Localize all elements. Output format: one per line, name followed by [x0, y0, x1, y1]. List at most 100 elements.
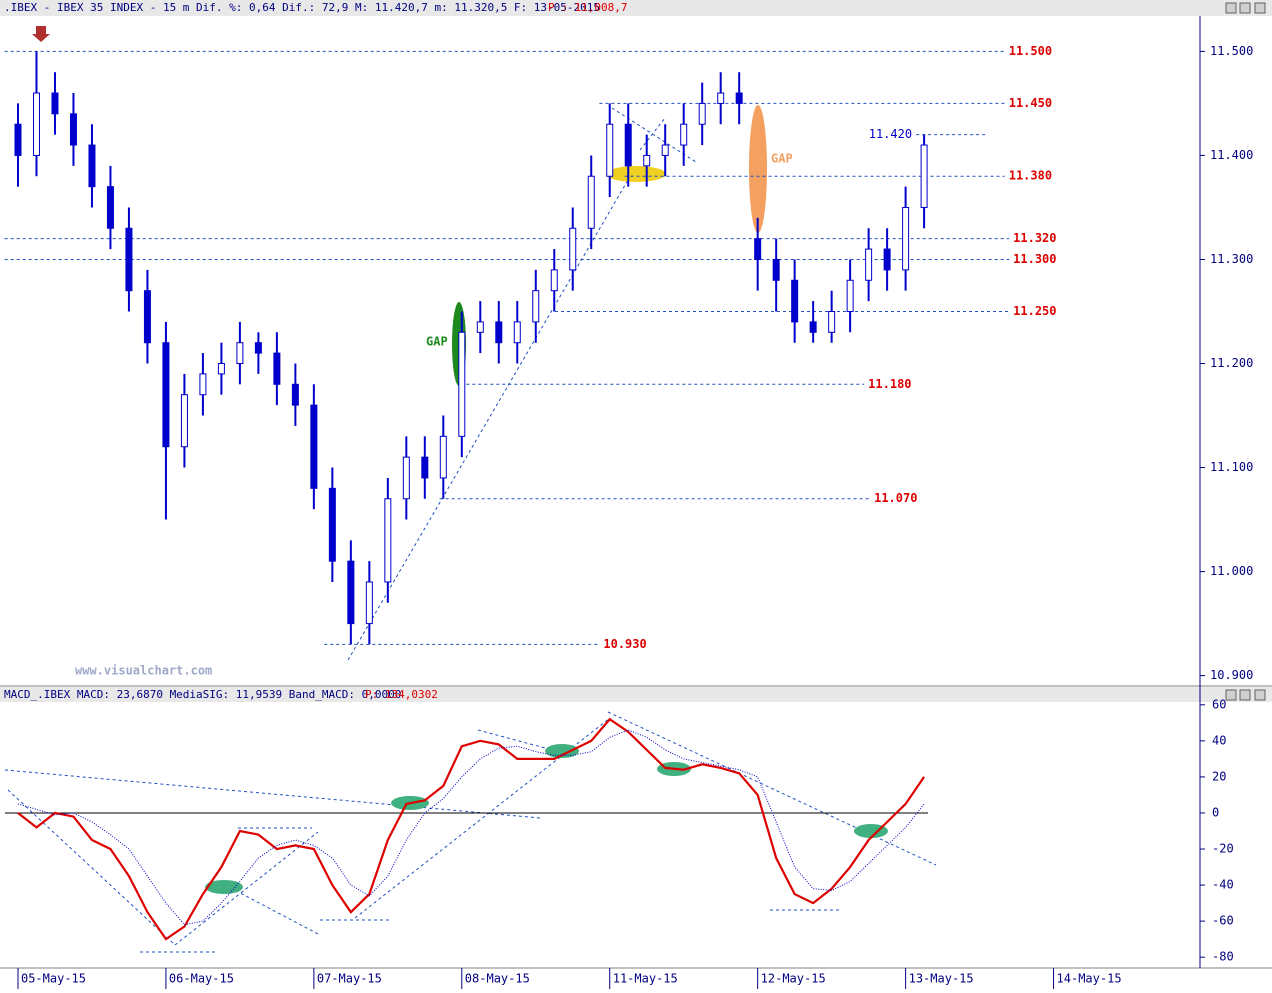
candle-body — [365, 581, 373, 625]
macd-title-bar — [0, 687, 1272, 702]
candle-body — [698, 102, 706, 125]
candle-body — [402, 456, 410, 500]
y-tick-label: 10.900 — [1210, 668, 1253, 682]
x-tick-label: 05-May-15 — [21, 972, 86, 986]
annotation: GAP — [426, 335, 448, 349]
macd-title: MACD_.IBEX MACD: 23,6870 MediaSIG: 11,95… — [4, 688, 401, 701]
candle-body — [846, 279, 854, 312]
candle-body — [51, 92, 59, 115]
gap-marker — [749, 105, 767, 233]
candle-body — [32, 92, 40, 156]
macd-subtitle: P: 134,0302 — [365, 688, 438, 701]
y-tick-label: 20 — [1212, 769, 1226, 783]
cross-marker — [545, 744, 579, 758]
candle-body — [680, 123, 688, 146]
chart-title: .IBEX - IBEX 35 INDEX - 15 m Dif. %: 0,6… — [4, 1, 600, 14]
level-marker — [606, 166, 666, 182]
candle-body — [661, 144, 669, 156]
button[interactable] — [1239, 689, 1251, 701]
level-label: 11.250 — [1013, 304, 1056, 318]
candle-body — [550, 269, 558, 292]
y-tick-label: 60 — [1212, 697, 1226, 711]
candle-body — [624, 123, 632, 167]
candle-body — [883, 248, 891, 271]
level-label: 10.930 — [603, 637, 646, 651]
candle-body — [236, 342, 244, 365]
trend-line — [611, 107, 697, 163]
level-label: 11.320 — [1013, 231, 1056, 245]
y-tick-label: 11.100 — [1210, 460, 1253, 474]
last-price-label: 11.420 — [869, 127, 912, 141]
x-tick-label: 13-May-15 — [909, 972, 974, 986]
candle-body — [310, 404, 318, 489]
candle-body — [587, 175, 595, 229]
candle-body — [69, 113, 77, 146]
button[interactable] — [1225, 689, 1237, 701]
level-label: 11.180 — [868, 377, 911, 391]
trend-line — [7, 789, 176, 946]
candle-body — [421, 456, 429, 479]
candle-body — [162, 342, 170, 448]
candle-body — [513, 321, 521, 344]
trend-lines — [4, 107, 937, 953]
trend-line — [477, 729, 561, 753]
candle-body — [217, 363, 225, 375]
y-tick-label: 11.000 — [1210, 564, 1253, 578]
candle-body — [125, 227, 133, 292]
candle-body — [754, 238, 762, 260]
candle-body — [643, 154, 651, 167]
candle-body — [14, 123, 22, 156]
candle-body — [809, 321, 817, 333]
trend-line — [607, 711, 937, 866]
y-tick-label: 11.400 — [1210, 148, 1253, 162]
candle-body — [143, 290, 151, 344]
candle-body — [476, 321, 484, 333]
trend-line — [174, 831, 319, 946]
candle-body — [347, 560, 355, 625]
candle-body — [606, 123, 614, 177]
button[interactable] — [1239, 2, 1251, 14]
x-tick-label: 06-May-15 — [169, 972, 234, 986]
candle-body — [328, 487, 336, 562]
level-label: 11.300 — [1013, 252, 1056, 266]
level-label: 11.500 — [1009, 44, 1052, 58]
y-tick-label: -60 — [1212, 914, 1234, 928]
x-tick-label: 12-May-15 — [761, 972, 826, 986]
candle-body — [828, 310, 836, 333]
chart-subtitle: P : 11,008,7 — [548, 1, 627, 14]
candle-body — [717, 92, 725, 104]
window-buttons[interactable] — [1225, 2, 1266, 701]
button[interactable] — [1225, 2, 1237, 14]
watermark: www.visualchart.com — [75, 664, 212, 678]
y-tick-label: 40 — [1212, 733, 1226, 747]
button[interactable] — [1254, 2, 1266, 14]
candle-body — [199, 373, 207, 396]
candle-body — [458, 331, 466, 437]
y-tick-label: -80 — [1212, 950, 1234, 964]
candle-body — [180, 394, 188, 448]
candle-body — [569, 227, 577, 271]
candle-body — [902, 206, 910, 271]
candle-body — [532, 290, 540, 323]
button[interactable] — [1254, 689, 1266, 701]
series-line — [17, 717, 926, 941]
candle-body — [920, 144, 928, 208]
candle-body — [273, 352, 281, 385]
level-label: 11.450 — [1009, 96, 1052, 110]
candle-body — [106, 186, 114, 229]
cross-marker — [205, 880, 243, 894]
y-tick-label: 11.300 — [1210, 252, 1253, 266]
candle-body — [88, 144, 96, 188]
trend-line — [639, 117, 666, 151]
y-tick-label: -40 — [1212, 878, 1234, 892]
x-tick-label: 11-May-15 — [613, 972, 678, 986]
candle-body — [495, 321, 503, 344]
marker-arrow — [32, 26, 50, 42]
y-tick-label: 0 — [1212, 805, 1219, 819]
level-label: 11.070 — [874, 491, 917, 505]
candle-body — [735, 92, 743, 104]
level-label: 11.380 — [1009, 169, 1052, 183]
